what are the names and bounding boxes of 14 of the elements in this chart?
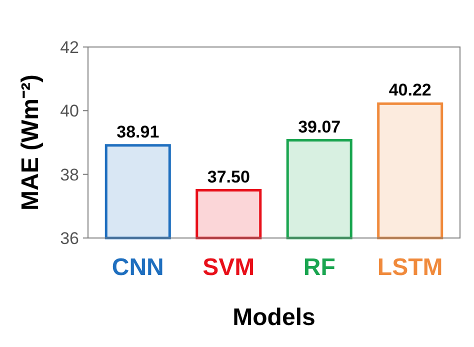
y-axis-title: MAE (Wm⁻²) xyxy=(17,74,44,210)
data-label: 37.50 xyxy=(207,167,250,186)
x-tick-label: SVM xyxy=(202,254,255,281)
data-label: 38.91 xyxy=(116,122,160,142)
y-tick-label: 40 xyxy=(60,102,79,121)
data-label: 40.22 xyxy=(388,80,432,100)
y-tick-label: 42 xyxy=(60,38,79,57)
data-label: 39.07 xyxy=(298,117,341,136)
y-tick-label: 38 xyxy=(60,165,79,184)
x-tick-label: CNN xyxy=(112,254,164,281)
y-tick-label: 36 xyxy=(60,228,79,248)
x-tick-label: RF xyxy=(303,254,336,281)
x-tick-label: LSTM xyxy=(377,254,443,281)
x-axis-title: Models xyxy=(232,304,316,331)
